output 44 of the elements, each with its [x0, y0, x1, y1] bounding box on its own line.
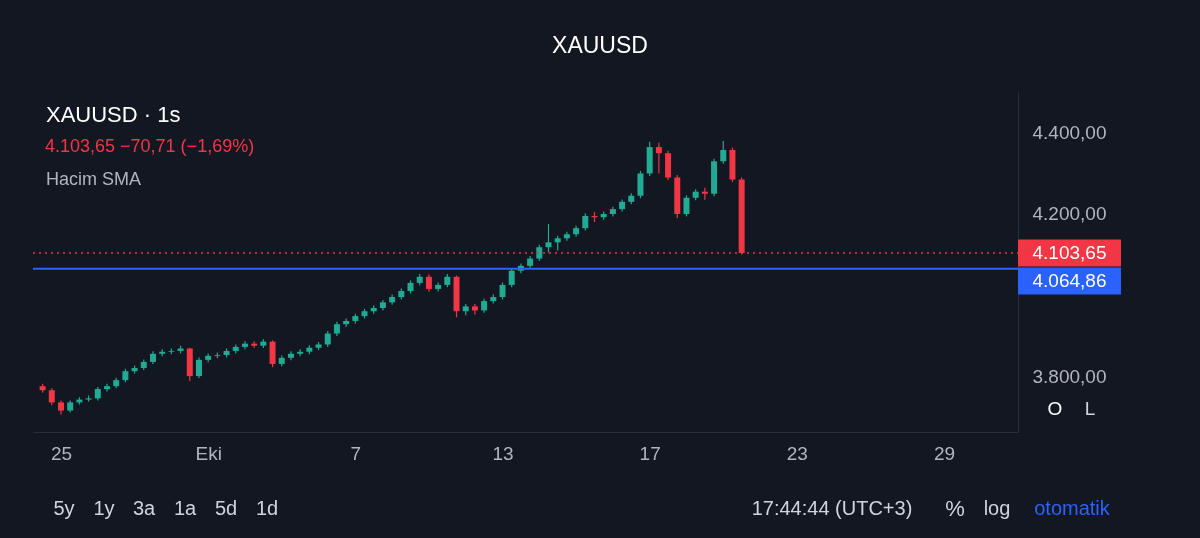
- x-tick-label: 17: [639, 442, 661, 464]
- text: 1d: [255, 497, 279, 519]
- x-tick-label: 13: [492, 442, 514, 464]
- annotation: Hacim SMA: [46, 169, 142, 189]
- chart-subtitle: XAUUSD · 1s: [46, 102, 181, 127]
- x-tick-label: 29: [933, 442, 956, 464]
- annotation: 4.103,65 −70,71 (−1,69%): [45, 136, 255, 156]
- x-tick-label: 7: [350, 442, 362, 464]
- text: 3a: [132, 497, 156, 519]
- y-tick-label: 4.200,00: [1032, 203, 1107, 225]
- ref-line-label: 4.064,86: [1032, 270, 1107, 292]
- candlestick: [637, 170, 644, 199]
- text: 1a: [173, 497, 197, 519]
- text: 5d: [214, 497, 238, 519]
- candlestick: [297, 348, 304, 357]
- text: 5y: [53, 497, 75, 519]
- candlestick: [287, 350, 294, 361]
- text: L: [1084, 398, 1096, 419]
- x-tick-label: 23: [786, 442, 808, 464]
- candlestick: [655, 142, 662, 175]
- text: %: [945, 496, 965, 521]
- candlestick: [195, 356, 202, 379]
- candlestick: [508, 267, 515, 288]
- candlestick: [435, 281, 442, 292]
- text: otomatik: [1034, 497, 1111, 519]
- candlestick: [269, 339, 276, 368]
- ref-line-label: 4.103,65: [1032, 242, 1107, 264]
- text: 1y: [93, 497, 115, 519]
- candlestick: [563, 231, 570, 242]
- candlestick: [241, 340, 248, 350]
- candlestick: [683, 194, 690, 218]
- candlestick: [471, 303, 478, 316]
- text: log: [983, 497, 1011, 519]
- y-tick-label: 3.800,00: [1032, 365, 1107, 387]
- y-tick-label: 4.400,00: [1032, 122, 1107, 144]
- candlestick: [343, 317, 350, 328]
- text: 17:44:44 (UTC+3): [751, 497, 913, 519]
- text: O: [1047, 398, 1063, 419]
- x-tick-label: Eki: [195, 442, 222, 464]
- candlestick: [545, 223, 552, 254]
- chart-title: XAUUSD: [552, 32, 648, 58]
- candlestick: [701, 187, 708, 201]
- x-tick-label: 25: [50, 442, 73, 464]
- candlestick: [720, 140, 727, 165]
